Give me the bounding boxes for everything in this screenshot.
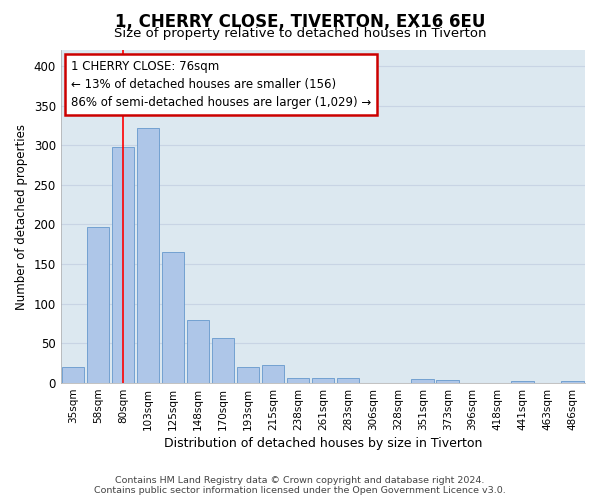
Bar (137, 128, 159, 383)
Bar (337, 378, 359, 383)
X-axis label: Distribution of detached houses by size in Tiverton: Distribution of detached houses by size … (164, 437, 482, 450)
Bar (287, 378, 309, 383)
Bar (162, 252, 184, 383)
Text: Contains HM Land Registry data © Crown copyright and database right 2024.
Contai: Contains HM Land Registry data © Crown c… (94, 476, 506, 495)
Bar (311, 378, 334, 383)
Bar (511, 380, 534, 383)
Bar (436, 380, 459, 383)
Bar (62, 367, 85, 383)
Bar (112, 146, 134, 383)
Text: Size of property relative to detached houses in Tiverton: Size of property relative to detached ho… (114, 28, 486, 40)
Text: 1 CHERRY CLOSE: 76sqm
← 13% of detached houses are smaller (156)
86% of semi-det: 1 CHERRY CLOSE: 76sqm ← 13% of detached … (71, 60, 371, 109)
Bar (187, 320, 209, 383)
Bar (236, 367, 259, 383)
Bar (561, 380, 584, 383)
Bar (87, 227, 109, 383)
Text: 1, CHERRY CLOSE, TIVERTON, EX16 6EU: 1, CHERRY CLOSE, TIVERTON, EX16 6EU (115, 12, 485, 30)
Y-axis label: Number of detached properties: Number of detached properties (15, 124, 28, 310)
Bar (262, 365, 284, 383)
Bar (212, 338, 234, 383)
Bar (412, 379, 434, 383)
